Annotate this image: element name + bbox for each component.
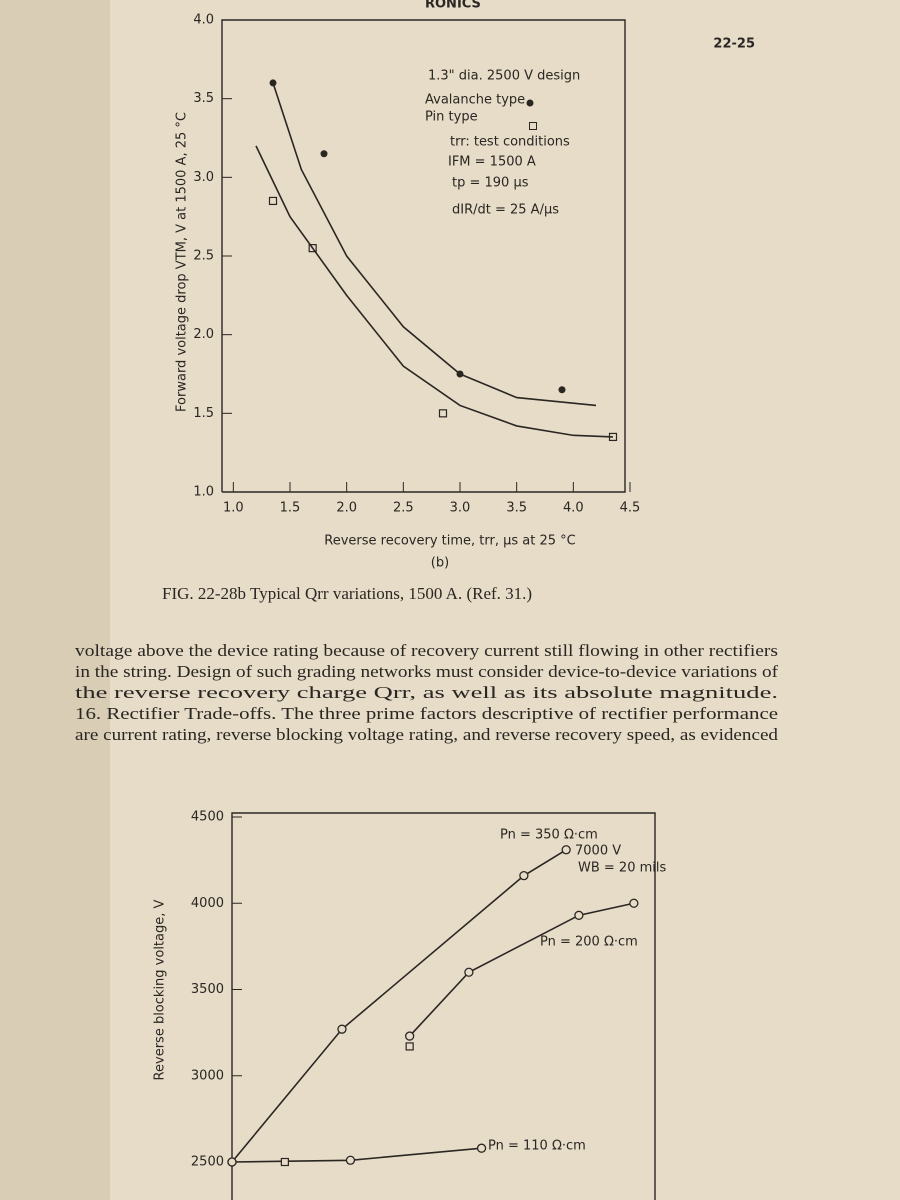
- point: [464, 967, 474, 977]
- legend-marker: [529, 122, 537, 130]
- page-number: 22-25: [713, 37, 755, 52]
- point: [280, 1157, 289, 1167]
- point: [558, 386, 566, 394]
- point: [476, 1143, 487, 1153]
- running-head: RONICS: [425, 0, 481, 12]
- x-tick-label: 2.0: [336, 501, 357, 516]
- y-tick-label: 4000: [191, 896, 224, 911]
- curve: [409, 902, 635, 1037]
- plot-frame: [231, 812, 656, 1200]
- point: [320, 150, 328, 158]
- point: [574, 910, 584, 920]
- point: [629, 898, 639, 908]
- legend-label: Pin type: [425, 110, 478, 125]
- x-tick-label: 2.5: [393, 501, 414, 516]
- annotation: IFM = 1500 A: [448, 155, 536, 170]
- y-axis-label: Reverse blocking voltage, V: [153, 899, 168, 1080]
- legend-label: Avalanche type: [425, 93, 525, 108]
- figure-caption: FIG. 22-28b Typical Qrr variations, 1500…: [162, 584, 532, 603]
- point: [405, 1031, 415, 1041]
- annotation: trr: test conditions: [450, 135, 570, 150]
- y-tick-label: 4.0: [193, 13, 214, 28]
- legend-marker: [526, 99, 534, 107]
- y-tick-label: 2.0: [193, 327, 214, 342]
- paragraph-line: are current rating, reverse blocking vol…: [75, 725, 779, 744]
- paragraph-line: in the string. Design of such grading ne…: [75, 662, 778, 681]
- annotation: Pn = 350 Ω·cm: [500, 828, 598, 843]
- annotation: WB = 20 mils: [578, 861, 666, 876]
- y-tick-label: 2500: [191, 1155, 224, 1170]
- x-tick-label: 4.5: [620, 501, 641, 516]
- chart-subtitle: (b): [431, 556, 449, 571]
- x-tick-label: 1.0: [223, 501, 244, 516]
- y-tick-label: 1.0: [193, 485, 214, 500]
- point: [438, 409, 448, 418]
- paragraph-line: 16. Rectifier Trade-offs. The three prim…: [75, 704, 778, 723]
- y-tick-label: 2.5: [193, 249, 214, 264]
- x-axis-label: Reverse recovery time, trr, µs at 25 °C: [324, 534, 576, 549]
- point: [268, 196, 278, 206]
- point: [337, 1024, 347, 1034]
- y-tick-label: 1.5: [193, 406, 214, 421]
- x-tick-label: 1.5: [280, 501, 301, 516]
- annotation: tp = 190 µs: [452, 176, 529, 191]
- y-tick-label: 3500: [191, 982, 224, 997]
- annotation: dIR/dt = 25 A/µs: [452, 203, 559, 218]
- y-tick-label: 3.0: [193, 170, 214, 185]
- page-shadow: [0, 0, 110, 1200]
- curve: [231, 849, 567, 1163]
- curve: [255, 145, 614, 438]
- paragraph-line: voltage above the device rating because …: [75, 641, 778, 660]
- point: [345, 1155, 356, 1165]
- x-tick-label: 4.0: [563, 501, 584, 516]
- chart-title: 1.3" dia. 2500 V design: [428, 69, 580, 84]
- point: [405, 1042, 414, 1051]
- y-tick-label: 3000: [191, 1068, 224, 1083]
- y-tick-label: 4500: [191, 810, 224, 825]
- annotation: 7000 V: [575, 844, 621, 859]
- annotation: Pn = 200 Ω·cm: [540, 935, 638, 950]
- y-axis-label: Forward voltage drop VTM, V at 1500 A, 2…: [175, 112, 190, 412]
- point: [227, 1157, 237, 1167]
- y-tick-label: 3.5: [193, 91, 214, 106]
- x-tick-label: 3.5: [506, 501, 527, 516]
- point: [561, 845, 571, 855]
- annotation: Pn = 110 Ω·cm: [488, 1139, 586, 1154]
- point: [519, 871, 529, 881]
- paragraph-line: the reverse recovery charge Qrr, as well…: [75, 683, 778, 702]
- curve: [272, 82, 597, 407]
- x-tick-label: 3.0: [450, 501, 471, 516]
